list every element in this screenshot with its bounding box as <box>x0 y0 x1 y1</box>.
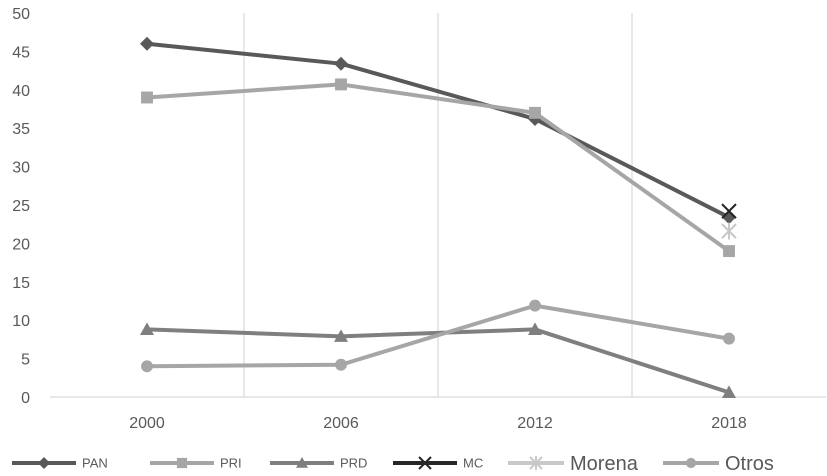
y-tick-label: 35 <box>12 121 30 138</box>
legend-item-morena: Morena <box>508 453 639 475</box>
y-tick-label: 30 <box>12 160 30 177</box>
legend-item-prd: PRD <box>270 456 367 471</box>
y-tick-label: 40 <box>12 83 30 100</box>
legend-label: PRD <box>340 456 367 471</box>
series-line-otros <box>145 303 731 369</box>
legend-marker <box>685 457 697 469</box>
y-tick-label: 10 <box>12 313 30 330</box>
data-point-pri <box>529 106 541 119</box>
series-morena <box>721 222 737 240</box>
data-point-morena <box>721 222 737 240</box>
series-pri <box>141 78 735 258</box>
y-tick-label: 45 <box>12 44 30 61</box>
data-point-otros <box>529 299 541 312</box>
y-tick-label: 50 <box>12 6 30 23</box>
series-mc <box>721 203 737 219</box>
series-line-prd <box>145 327 731 395</box>
y-tick-label: 0 <box>21 390 30 407</box>
data-point-pan <box>140 36 154 51</box>
legend-item-otros: Otros <box>663 453 774 475</box>
x-tick-label: 2018 <box>711 415 747 432</box>
y-tick-label: 5 <box>21 352 30 369</box>
legend-label: PRI <box>220 456 242 471</box>
x-tick-label: 2006 <box>323 415 359 432</box>
series-lines <box>140 36 737 398</box>
legend-item-pri: PRI <box>150 456 242 471</box>
series-prd <box>140 322 736 398</box>
legend-marker <box>176 457 188 469</box>
data-point-otros <box>141 360 153 373</box>
x-tick-label: 2012 <box>517 415 553 432</box>
legend-item-mc: MC <box>393 456 483 471</box>
legend-label: Morena <box>570 453 639 475</box>
legend-label: Otros <box>725 453 774 475</box>
data-point-otros <box>723 332 735 345</box>
data-point-pan <box>334 56 348 71</box>
data-point-prd <box>140 322 154 336</box>
data-point-prd <box>528 322 542 336</box>
legend-label: MC <box>463 456 483 471</box>
data-point-pri <box>335 78 347 91</box>
y-tick-label: 20 <box>12 236 30 253</box>
data-point-prd <box>334 329 348 342</box>
gridlines <box>243 13 633 397</box>
legend: PAN PRI PRD MC Morena Otros <box>12 453 774 475</box>
data-point-prd <box>722 385 736 398</box>
x-axis-ticks: 2000 2006 2012 2018 <box>129 415 747 432</box>
legend-item-pan: PAN <box>12 456 108 471</box>
y-tick-label: 25 <box>12 198 30 215</box>
legend-label: PAN <box>82 456 108 471</box>
data-point-otros <box>335 358 347 371</box>
legend-marker <box>418 456 432 470</box>
legend-marker <box>296 457 308 468</box>
legend-marker <box>529 455 543 471</box>
y-tick-label: 15 <box>12 275 30 292</box>
data-point-pri <box>141 91 153 104</box>
series-line-pri <box>145 82 731 254</box>
x-tick-label: 2000 <box>129 415 165 432</box>
legend-marker <box>38 457 50 469</box>
data-point-mc <box>721 203 737 219</box>
y-axis-ticks: 0 5 10 15 20 25 30 35 40 45 50 <box>12 6 30 407</box>
data-point-pri <box>723 245 735 258</box>
series-otros <box>141 299 735 373</box>
series-line-pan <box>145 41 731 220</box>
